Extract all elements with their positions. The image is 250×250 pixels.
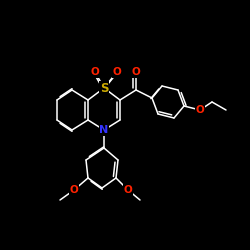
Text: N: N [100, 125, 108, 135]
Text: O: O [196, 105, 204, 115]
Text: O: O [124, 185, 132, 195]
Text: O: O [112, 67, 122, 77]
Text: O: O [90, 67, 100, 77]
Text: S: S [100, 82, 108, 94]
Text: O: O [70, 185, 78, 195]
Text: O: O [132, 67, 140, 77]
